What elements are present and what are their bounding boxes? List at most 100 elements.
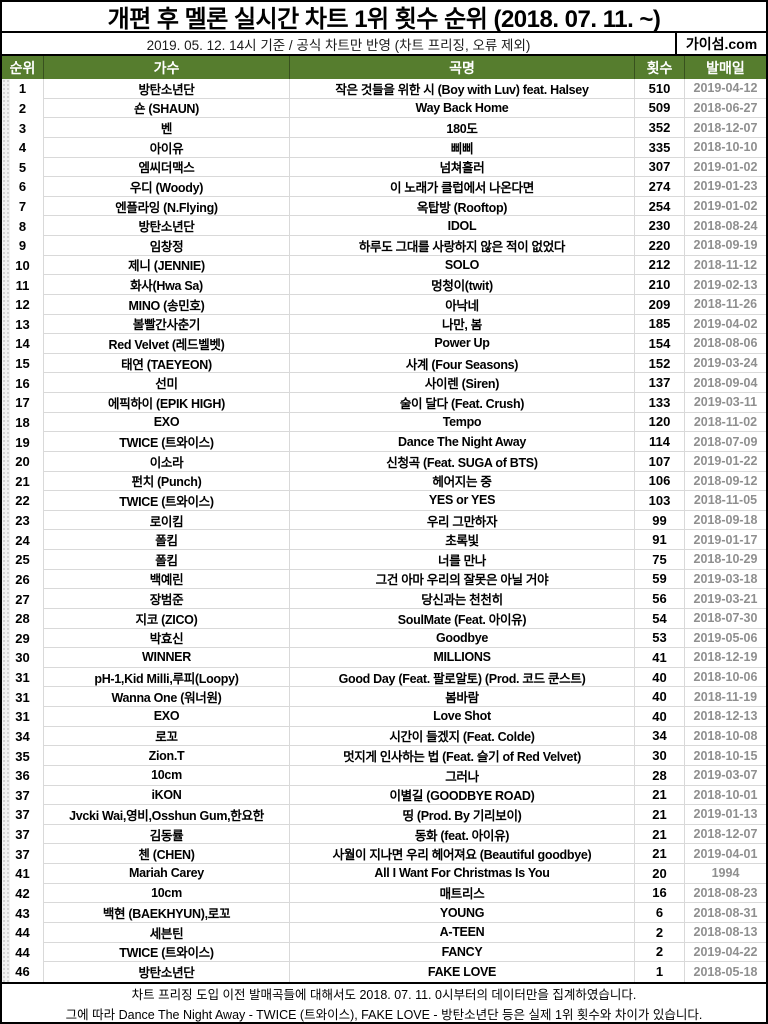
song-cell: Way Back Home bbox=[290, 98, 635, 119]
date-cell: 2018-12-13 bbox=[685, 707, 766, 727]
song-cell: SOLO bbox=[290, 255, 635, 276]
count-cell: 75 bbox=[635, 550, 685, 570]
song-cell: IDOL bbox=[290, 216, 635, 236]
column-header-date: 발매일 bbox=[706, 59, 745, 76]
criteria-note: 2019. 05. 12. 14시 기준 / 공식 차트만 반영 (차트 프리징… bbox=[2, 33, 677, 54]
date-cell: 2018-10-29 bbox=[685, 550, 766, 570]
date-cell: 2019-05-06 bbox=[685, 629, 766, 649]
song-cell: 매트리스 bbox=[290, 883, 635, 904]
rank-cell: 30 bbox=[2, 648, 44, 668]
table-row: 16 선미 사이렌 (Siren) 137 2018-09-04 bbox=[2, 373, 766, 393]
column-header-count: 횟수 bbox=[635, 56, 685, 79]
song-cell: Good Day (Feat. 팔로알토) (Prod. 코드 쿤스트) bbox=[290, 667, 635, 688]
count-cell: 21 bbox=[635, 785, 685, 806]
table-row: 25 폴킴 너를 만나 75 2018-10-29 bbox=[2, 550, 766, 570]
artist-cell: 세븐틴 bbox=[44, 922, 290, 943]
footnote-line-1: 차트 프리징 도입 이전 발매곡들에 대해서도 2018. 07. 11. 0시… bbox=[131, 988, 637, 1002]
song-cell: 작은 것들을 위한 시 (Boy with Luv) feat. Halsey bbox=[290, 79, 635, 99]
count-cell: 152 bbox=[635, 353, 685, 374]
count-cell: 41 bbox=[635, 648, 685, 668]
count-cell: 21 bbox=[635, 824, 685, 845]
column-header-row: 순위 가수 곡명 횟수 발매일 bbox=[2, 56, 766, 79]
artist-cell: Mariah Carey bbox=[44, 864, 290, 884]
table-row: 22 TWICE (트와이스) YES or YES 103 2018-11-0… bbox=[2, 491, 766, 511]
table-row: 37 iKON 이별길 (GOODBYE ROAD) 21 2018-10-01 bbox=[2, 785, 766, 806]
rank-cell: 6 bbox=[2, 177, 44, 197]
song-cell: YES or YES bbox=[290, 491, 635, 511]
rank-cell: 17 bbox=[2, 393, 44, 413]
song-cell: 그건 아마 우리의 잘못은 아닐 거야 bbox=[290, 569, 635, 590]
date-cell: 2018-11-02 bbox=[685, 413, 766, 433]
date-cell: 2018-07-09 bbox=[685, 432, 766, 452]
rank-cell: 35 bbox=[2, 746, 44, 766]
table-row: 14 Red Velvet (레드벨벳) Power Up 154 2018-0… bbox=[2, 334, 766, 354]
table-row: 46 방탄소년단 FAKE LOVE 1 2018-05-18 bbox=[2, 962, 766, 982]
artist-cell: 이소라 bbox=[44, 451, 290, 472]
date-cell: 2019-04-01 bbox=[685, 844, 766, 864]
song-cell: Dance The Night Away bbox=[290, 432, 635, 452]
table-row: 2 숀 (SHAUN) Way Back Home 509 2018-06-27 bbox=[2, 98, 766, 119]
artist-cell: EXO bbox=[44, 707, 290, 727]
table-row: 17 에픽하이 (EPIK HIGH) 술이 달다 (Feat. Crush) … bbox=[2, 393, 766, 413]
date-cell: 2019-04-22 bbox=[685, 943, 766, 963]
artist-cell: Red Velvet (레드벨벳) bbox=[44, 334, 290, 354]
date-cell: 2018-10-15 bbox=[685, 746, 766, 766]
date-cell: 2019-03-11 bbox=[685, 393, 766, 413]
song-cell: 술이 달다 (Feat. Crush) bbox=[290, 393, 635, 413]
count-cell: 34 bbox=[635, 726, 685, 747]
date-cell: 2018-08-31 bbox=[685, 903, 766, 923]
artist-cell: 방탄소년단 bbox=[44, 962, 290, 982]
rank-cell: 18 bbox=[2, 412, 44, 433]
rank-cell: 44 bbox=[2, 942, 44, 963]
song-cell: 그러나 bbox=[290, 765, 635, 786]
rank-cell: 37 bbox=[2, 824, 44, 845]
count-cell: 114 bbox=[635, 432, 685, 452]
table-row: 6 우디 (Woody) 이 노래가 클럽에서 나온다면 274 2019-01… bbox=[2, 177, 766, 197]
table-row: 20 이소라 신청곡 (Feat. SUGA of BTS) 107 2019-… bbox=[2, 451, 766, 472]
table-row: 31 pH-1,Kid Milli,루피(Loopy) Good Day (Fe… bbox=[2, 667, 766, 688]
date-cell: 2018-09-12 bbox=[685, 472, 766, 492]
date-cell: 2019-03-24 bbox=[685, 354, 766, 374]
table-row: 27 장범준 당신과는 천천히 56 2019-03-21 bbox=[2, 589, 766, 609]
artist-cell: 태연 (TAEYEON) bbox=[44, 353, 290, 374]
table-row: 37 첸 (CHEN) 사월이 지나면 우리 헤어져요 (Beautiful g… bbox=[2, 844, 766, 864]
table-row: 44 세븐틴 A-TEEN 2 2018-08-13 bbox=[2, 922, 766, 943]
song-cell: 180도 bbox=[290, 118, 635, 138]
date-cell: 2019-01-17 bbox=[685, 530, 766, 550]
artist-cell: WINNER bbox=[44, 648, 290, 668]
song-cell: 동화 (feat. 아이유) bbox=[290, 824, 635, 845]
date-cell: 2019-03-18 bbox=[685, 570, 766, 590]
date-cell: 2018-12-07 bbox=[685, 118, 766, 138]
artist-cell: 장범준 bbox=[44, 589, 290, 609]
count-cell: 56 bbox=[635, 589, 685, 609]
song-cell: 너를 만나 bbox=[290, 550, 635, 570]
table-row: 35 Zion.T 멋지게 인사하는 법 (Feat. 슬기 of Red Ve… bbox=[2, 746, 766, 766]
table-row: 31 EXO Love Shot 40 2018-12-13 bbox=[2, 707, 766, 727]
table-row: 21 펀치 (Punch) 헤어지는 중 106 2018-09-12 bbox=[2, 471, 766, 492]
rank-cell: 1 bbox=[2, 79, 44, 99]
table-row: 37 김동률 동화 (feat. 아이유) 21 2018-12-07 bbox=[2, 824, 766, 845]
count-cell: 230 bbox=[635, 216, 685, 236]
song-cell: FAKE LOVE bbox=[290, 962, 635, 982]
artist-cell: 김동률 bbox=[44, 824, 290, 845]
song-cell: A-TEEN bbox=[290, 922, 635, 943]
date-cell: 2018-12-19 bbox=[685, 648, 766, 668]
table-row: 10 제니 (JENNIE) SOLO 212 2018-11-12 bbox=[2, 255, 766, 276]
table-row: 41 Mariah Carey All I Want For Christmas… bbox=[2, 864, 766, 884]
date-cell: 2018-09-04 bbox=[685, 373, 766, 393]
rank-cell: 14 bbox=[2, 334, 44, 354]
artist-cell: 백예린 bbox=[44, 569, 290, 590]
artist-cell: pH-1,Kid Milli,루피(Loopy) bbox=[44, 667, 290, 688]
count-cell: 54 bbox=[635, 608, 685, 629]
song-cell: 멍청이(twit) bbox=[290, 275, 635, 295]
date-cell: 2019-04-12 bbox=[685, 79, 766, 99]
date-cell: 2019-01-13 bbox=[685, 805, 766, 825]
song-cell: All I Want For Christmas Is You bbox=[290, 864, 635, 884]
artist-cell: 펀치 (Punch) bbox=[44, 471, 290, 492]
date-cell: 2018-08-13 bbox=[685, 923, 766, 943]
song-cell: 시간이 들겠지 (Feat. Colde) bbox=[290, 726, 635, 747]
rank-cell: 37 bbox=[2, 785, 44, 806]
rank-cell: 4 bbox=[2, 137, 44, 158]
count-cell: 307 bbox=[635, 157, 685, 178]
